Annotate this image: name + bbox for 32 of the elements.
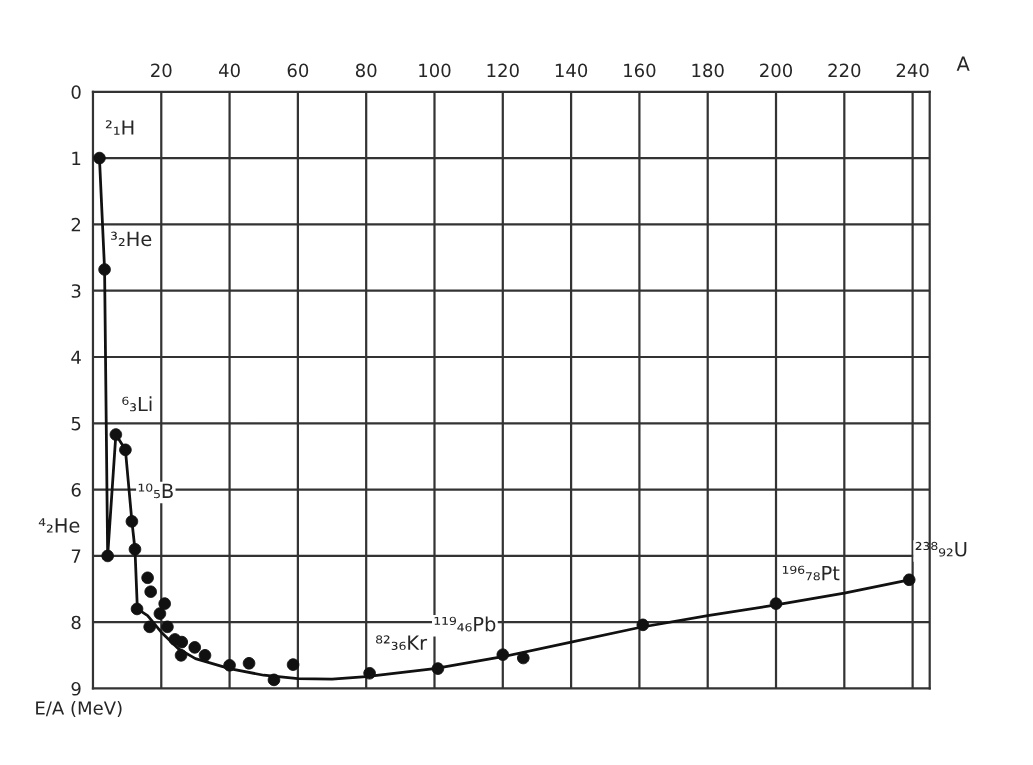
x-tick-label: 60: [287, 63, 309, 78]
x-tick-label: 160: [624, 63, 656, 78]
y-tick-label: 2: [71, 217, 81, 232]
x-tick-label: 180: [692, 63, 724, 78]
x-tick-label: 120: [487, 63, 519, 78]
x-tick-label: 80: [355, 63, 377, 78]
annotation: ³₂He: [111, 231, 152, 247]
annotation: ⁴₂He: [38, 518, 80, 533]
x-tick-label: 20: [151, 63, 172, 78]
x-tick-label: 40: [218, 63, 240, 78]
y-tick-label: 1: [72, 151, 81, 165]
y-tick-label: 4: [71, 350, 81, 364]
annotation: ¹⁰₅B: [138, 483, 173, 499]
x-tick-label: 140: [555, 63, 588, 78]
annotation: ²₁H: [105, 120, 134, 135]
x-tick-label: 240: [896, 63, 929, 78]
y-axis-title: E/A (MeV): [36, 700, 122, 717]
y-tick-label: 8: [71, 615, 81, 630]
y-tick-label: 3: [71, 284, 81, 298]
annotation: ¹¹⁹₄₆Pb: [434, 616, 496, 632]
x-axis-title: A: [956, 56, 970, 71]
x-tick-label: 200: [760, 63, 793, 78]
y-tick-label: 0: [71, 85, 81, 99]
y-tick-label: 5: [71, 417, 81, 431]
x-tick-label: 220: [828, 63, 861, 78]
annotation: ¹⁹⁶₇₈Pt: [782, 565, 840, 581]
y-tick-label: 9: [71, 681, 81, 696]
annotation: ⁶₃Li: [122, 396, 152, 412]
y-tick-label: 6: [71, 483, 81, 497]
y-tick-label: 7: [71, 549, 81, 563]
x-tick-label: 100: [419, 63, 451, 78]
annotation: ⁸²₃₆Kr: [376, 635, 428, 650]
